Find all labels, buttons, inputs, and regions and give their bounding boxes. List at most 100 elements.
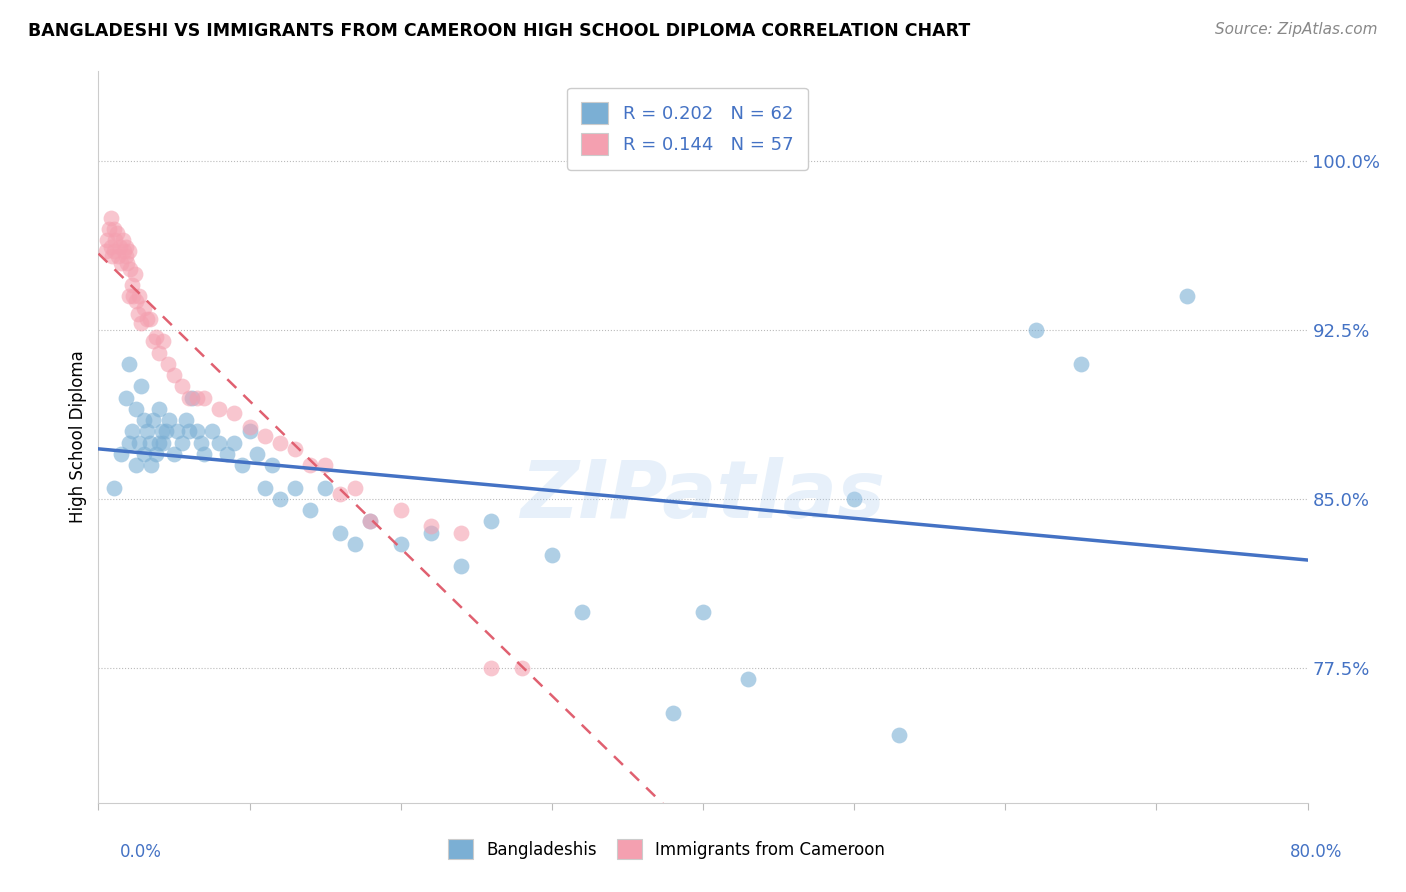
Point (121, 278, 143, 293)
Point (737, 672, 759, 686)
Point (510, 661, 533, 675)
Point (179, 391, 201, 405)
Point (239, 425, 262, 439)
Point (481, 515, 503, 529)
Point (135, 425, 157, 439)
Point (104, 233, 127, 247)
Point (1175, 289, 1198, 303)
Point (96, 233, 118, 247)
Point (571, 605, 593, 619)
Point (142, 334, 165, 349)
Point (148, 345, 170, 359)
Point (100, 240, 122, 254)
Point (163, 447, 186, 461)
Point (208, 435, 231, 450)
Point (142, 413, 165, 427)
Point (112, 244, 135, 259)
Point (103, 244, 125, 259)
Point (269, 491, 291, 506)
Point (118, 357, 141, 371)
Point (148, 401, 170, 416)
Point (450, 525, 472, 540)
Point (94, 244, 117, 259)
Point (128, 289, 150, 303)
Point (121, 425, 143, 439)
Point (150, 425, 173, 439)
Point (329, 487, 352, 501)
Point (145, 447, 167, 461)
Point (201, 425, 224, 439)
Point (108, 240, 131, 254)
Point (125, 401, 148, 416)
Point (661, 706, 683, 720)
Point (692, 605, 714, 619)
Point (450, 559, 472, 574)
Point (186, 391, 208, 405)
Point (299, 458, 322, 473)
Point (224, 407, 246, 421)
Point (844, 491, 866, 506)
Point (152, 435, 174, 450)
Point (889, 728, 911, 742)
Point (174, 413, 197, 427)
Text: 80.0%: 80.0% (1291, 843, 1343, 861)
Point (115, 255, 138, 269)
Point (105, 227, 128, 241)
Point (481, 661, 503, 675)
Point (193, 447, 215, 461)
Point (120, 262, 142, 277)
Point (299, 503, 322, 517)
Point (329, 525, 352, 540)
Point (101, 249, 124, 263)
Point (224, 435, 246, 450)
Point (141, 458, 163, 473)
Text: Source: ZipAtlas.com: Source: ZipAtlas.com (1215, 22, 1378, 37)
Y-axis label: High School Diploma: High School Diploma (69, 351, 87, 524)
Point (215, 447, 238, 461)
Point (114, 391, 136, 405)
Point (139, 312, 162, 326)
Point (344, 481, 367, 495)
Point (420, 525, 443, 540)
Point (1024, 323, 1046, 337)
Point (314, 481, 336, 495)
Point (246, 447, 269, 461)
Point (389, 503, 412, 517)
Point (103, 222, 125, 236)
Point (129, 317, 152, 331)
Point (239, 420, 262, 434)
Point (152, 334, 174, 349)
Point (114, 240, 136, 254)
Point (127, 307, 149, 321)
Point (389, 537, 412, 551)
Point (190, 435, 212, 450)
Point (193, 391, 215, 405)
Point (139, 435, 162, 450)
Point (420, 519, 443, 533)
Point (166, 425, 188, 439)
Point (540, 548, 562, 562)
Point (253, 481, 276, 495)
Point (132, 447, 155, 461)
Point (128, 435, 150, 450)
Point (156, 357, 179, 371)
Point (98, 222, 121, 236)
Point (145, 330, 167, 344)
Point (114, 249, 136, 263)
Point (186, 425, 208, 439)
Point (125, 458, 148, 473)
Point (110, 255, 132, 269)
Point (148, 435, 170, 450)
Point (163, 368, 186, 383)
Point (125, 293, 148, 308)
Point (100, 211, 122, 225)
Point (1070, 357, 1092, 371)
Point (170, 379, 193, 393)
Point (129, 379, 152, 393)
Point (314, 458, 336, 473)
Text: ZIPatlas: ZIPatlas (520, 457, 886, 534)
Point (118, 435, 141, 450)
Legend: Bangladeshis, Immigrants from Cameroon: Bangladeshis, Immigrants from Cameroon (440, 830, 894, 868)
Point (110, 447, 132, 461)
Point (122, 289, 145, 303)
